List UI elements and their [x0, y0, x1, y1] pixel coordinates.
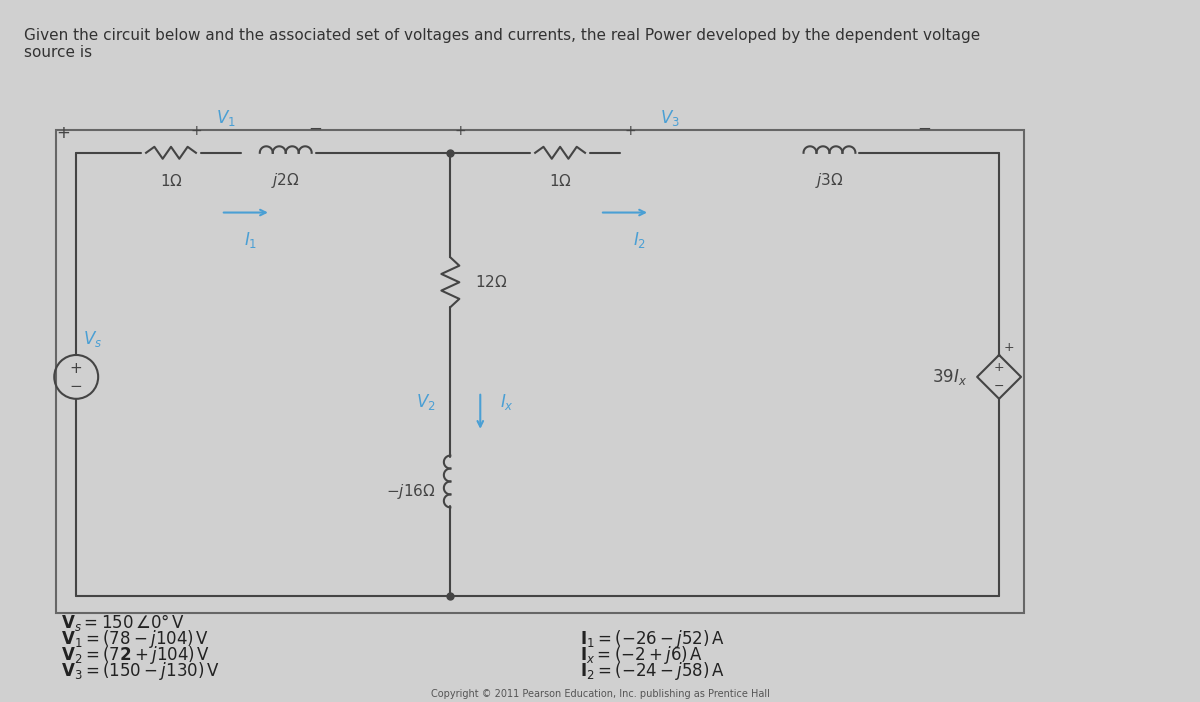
Text: $\mathbf{I}_x = (-2 + j6)\,\mathrm{A}$: $\mathbf{I}_x = (-2 + j6)\,\mathrm{A}$ — [580, 644, 703, 665]
Text: +: + — [56, 124, 70, 142]
Text: $1\Omega$: $1\Omega$ — [548, 173, 571, 189]
Text: $I_1$: $I_1$ — [244, 230, 258, 251]
Text: $j3\Omega$: $j3\Omega$ — [815, 171, 844, 190]
Text: Given the circuit below and the associated set of voltages and currents, the rea: Given the circuit below and the associat… — [24, 28, 980, 60]
Text: +: + — [1003, 340, 1014, 354]
Text: +: + — [455, 124, 466, 138]
Text: −: − — [308, 120, 323, 138]
Text: +: + — [190, 124, 202, 138]
Text: −: − — [994, 380, 1004, 393]
Bar — [56, 130, 1024, 613]
Text: $\mathbf{V}_s = 150\,\angle 0°\,\mathrm{V}$: $\mathbf{V}_s = 150\,\angle 0°\,\mathrm{… — [61, 612, 186, 633]
Text: $V_3$: $V_3$ — [660, 108, 679, 128]
Text: −: − — [70, 379, 83, 395]
Text: $V_1$: $V_1$ — [216, 108, 235, 128]
Text: +: + — [624, 124, 636, 138]
Text: $V_2$: $V_2$ — [415, 392, 436, 412]
Text: $\mathbf{V}_1 = (78 - j104)\,\mathrm{V}$: $\mathbf{V}_1 = (78 - j104)\,\mathrm{V}$ — [61, 628, 210, 650]
Text: $\mathbf{I}_2 = (-24 - j58)\,\mathrm{A}$: $\mathbf{I}_2 = (-24 - j58)\,\mathrm{A}$ — [580, 660, 725, 682]
Text: $\mathbf{V}_2 = (7\mathbf{2} + j104)\,\mathrm{V}$: $\mathbf{V}_2 = (7\mathbf{2} + j104)\,\m… — [61, 644, 210, 665]
Text: $-j16\Omega$: $-j16\Omega$ — [386, 482, 436, 501]
Text: $12\Omega$: $12\Omega$ — [475, 274, 508, 290]
Text: $\mathbf{V}_3 = (150 - j130)\,\mathrm{V}$: $\mathbf{V}_3 = (150 - j130)\,\mathrm{V}… — [61, 660, 220, 682]
Text: $39I_x$: $39I_x$ — [932, 367, 967, 387]
Text: $I_x$: $I_x$ — [500, 392, 514, 412]
Text: Copyright © 2011 Pearson Education, Inc. publishing as Prentice Hall: Copyright © 2011 Pearson Education, Inc.… — [431, 689, 769, 698]
Text: $\mathbf{I}_1 = (-26 - j52)\,\mathrm{A}$: $\mathbf{I}_1 = (-26 - j52)\,\mathrm{A}$ — [580, 628, 725, 650]
Text: −: − — [917, 120, 931, 138]
Text: $V_s$: $V_s$ — [83, 329, 102, 349]
Text: +: + — [994, 362, 1004, 374]
Text: $j2\Omega$: $j2\Omega$ — [271, 171, 300, 190]
Text: $I_2$: $I_2$ — [634, 230, 647, 251]
Text: +: + — [70, 362, 83, 376]
Text: $1\Omega$: $1\Omega$ — [160, 173, 182, 189]
